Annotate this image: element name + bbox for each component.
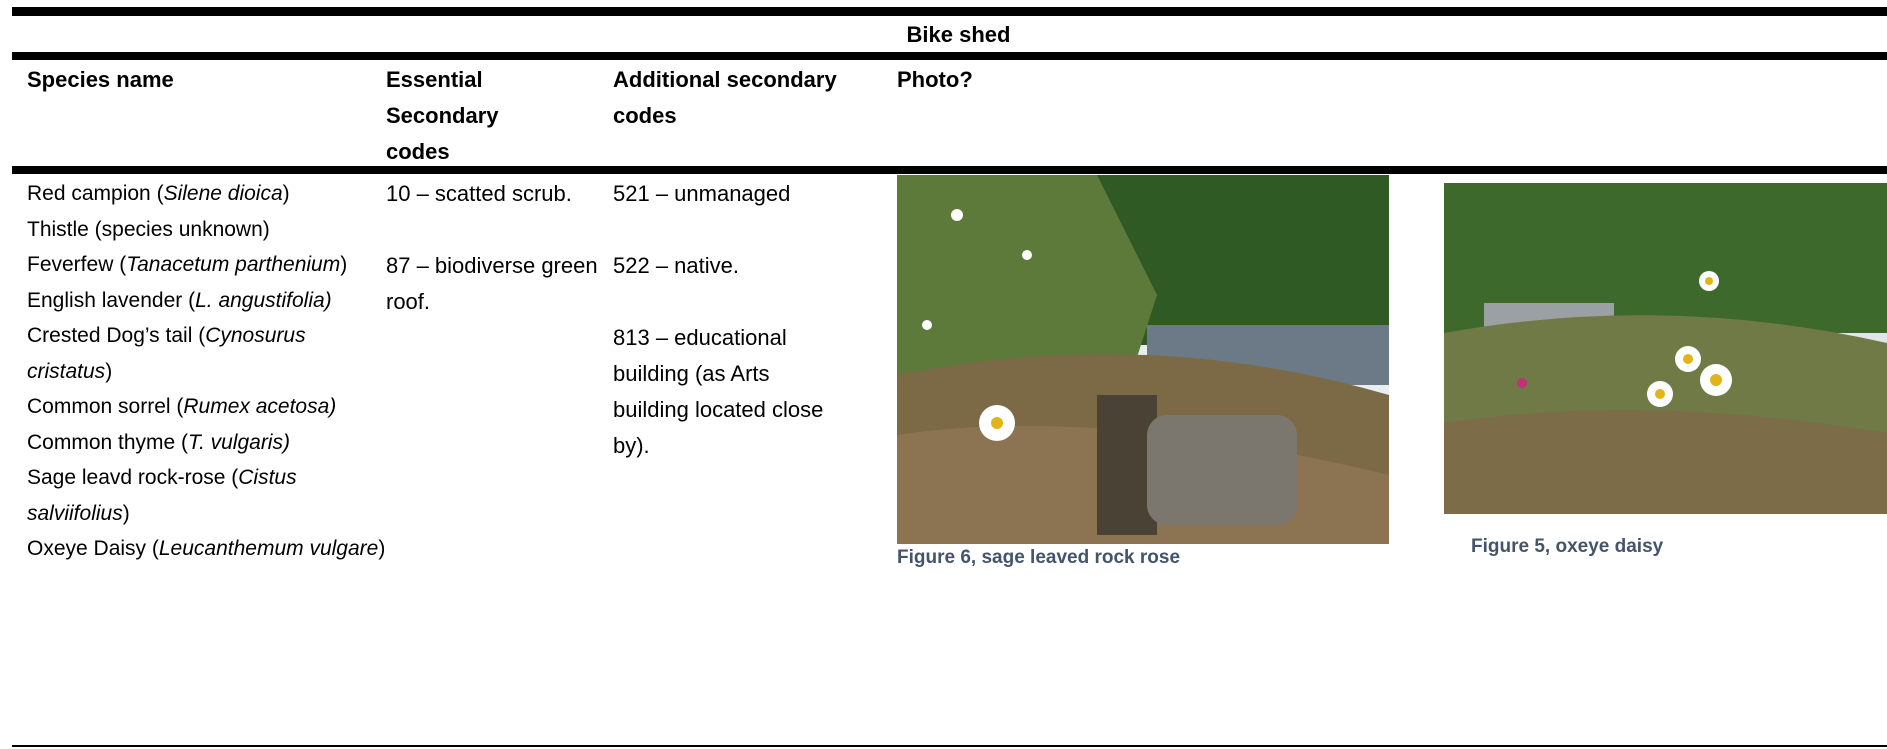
latin-name: Leucanthemum vulgare xyxy=(159,537,378,560)
common-name: ) xyxy=(105,360,112,383)
essential-codes: 10 – scatted scrub. 87 – biodiverse green… xyxy=(386,176,601,320)
common-name: Feverfew ( xyxy=(27,253,126,276)
rule xyxy=(12,7,1887,16)
species-entry: Red campion (Silene dioica) xyxy=(27,176,389,212)
header-cell: Photo? xyxy=(897,62,1197,98)
photo-caption: Figure 6, sage leaved rock rose xyxy=(897,547,1180,569)
common-name: Common thyme ( xyxy=(27,431,188,454)
rule xyxy=(12,745,1887,747)
header-cell: Species name xyxy=(27,62,367,98)
header-cell: Essential Secondary codes xyxy=(386,62,536,170)
common-name: ) xyxy=(378,537,385,560)
species-entry: Thistle (species unknown) xyxy=(27,212,389,248)
species-entry: English lavender (L. angustifolia) xyxy=(27,283,389,319)
species-entry: Sage leavd rock-rose (Cistus salviifoliu… xyxy=(27,460,389,531)
common-name: Sage leavd rock-rose ( xyxy=(27,466,238,489)
latin-name: L. angustifolia) xyxy=(195,289,332,312)
common-name: ) xyxy=(123,502,130,525)
latin-name: Silene dioica xyxy=(164,182,283,205)
species-entry: Common thyme (T. vulgaris) xyxy=(27,425,389,461)
latin-name: T. vulgaris) xyxy=(188,431,290,454)
species-entry: Feverfew (Tanacetum parthenium) xyxy=(27,247,389,283)
additional-code: 521 – unmanaged xyxy=(613,176,848,212)
species-list: Red campion (Silene dioica) Thistle (spec… xyxy=(27,176,389,567)
common-name: Common sorrel ( xyxy=(27,395,183,418)
latin-name: Rumex acetosa) xyxy=(183,395,336,418)
common-name: Crested Dog’s tail ( xyxy=(27,324,205,347)
common-name: Oxeye Daisy ( xyxy=(27,537,159,560)
essential-code: 87 – biodiverse green roof. xyxy=(386,248,601,320)
photo-oxeye-daisy xyxy=(1444,183,1887,514)
header-cell: Additional secondary codes xyxy=(613,62,843,134)
essential-code: 10 – scatted scrub. xyxy=(386,176,601,212)
table-title: Bike shed xyxy=(0,17,1887,53)
species-entry: Crested Dog’s tail (Cynosurus cristatus) xyxy=(27,318,389,389)
common-name: Thistle (species unknown) xyxy=(27,218,270,241)
latin-name: Tanacetum parthenium xyxy=(126,253,340,276)
photo-caption: Figure 5, oxeye daisy xyxy=(1471,536,1663,558)
additional-code: 522 – native. xyxy=(613,248,848,284)
common-name: ) xyxy=(340,253,347,276)
species-entry: Common sorrel (Rumex acetosa) xyxy=(27,389,389,425)
rule xyxy=(12,52,1887,60)
page: Bike shed Species name Essential Seconda… xyxy=(0,0,1887,749)
species-entry: Oxeye Daisy (Leucanthemum vulgare) xyxy=(27,531,389,567)
additional-code: 813 – educational building (as Arts buil… xyxy=(613,320,848,464)
additional-codes: 521 – unmanaged 522 – native. 813 – educat… xyxy=(613,176,848,464)
common-name: English lavender ( xyxy=(27,289,195,312)
common-name: Red campion ( xyxy=(27,182,164,205)
rule xyxy=(12,166,1887,174)
photo-rock-rose xyxy=(897,175,1389,544)
common-name: ) xyxy=(283,182,290,205)
